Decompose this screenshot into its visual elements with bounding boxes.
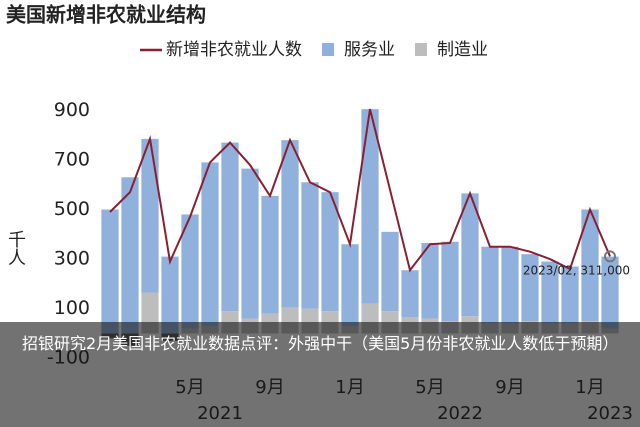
bar <box>101 209 119 334</box>
bar <box>221 142 239 312</box>
bar <box>241 168 259 319</box>
legend: 新增非农就业人数 服务业 制造业 <box>140 40 488 60</box>
line-series <box>109 108 611 273</box>
bar <box>481 246 499 324</box>
bar <box>341 244 359 326</box>
bar <box>441 241 459 322</box>
bar <box>181 214 199 329</box>
bar <box>281 140 299 308</box>
bar <box>581 209 599 322</box>
bar <box>601 256 619 329</box>
bar <box>321 192 339 312</box>
chart-title: 美国新增非农就业结构 <box>6 3 206 27</box>
legend-swatch <box>322 43 334 56</box>
caption-overlay <box>0 322 640 427</box>
legend-label: 服务业 <box>344 40 395 60</box>
bar <box>401 270 419 318</box>
legend-label: 新增非农就业人数 <box>166 40 302 60</box>
bar <box>161 256 179 334</box>
caption: 招银研究2月美国非农就业数据点评：外强中干（美国5月份非农就业人数低于预期） <box>22 334 619 353</box>
bar <box>381 231 399 312</box>
y-tick-label: 900 <box>54 99 90 121</box>
bar <box>461 193 479 317</box>
bar <box>521 254 539 322</box>
legend-label: 制造业 <box>437 40 488 60</box>
bar <box>501 246 519 324</box>
y-tick-label: 500 <box>54 198 90 220</box>
legend-swatch <box>415 43 427 56</box>
y-tick-label: 100 <box>54 297 90 319</box>
y-tick-label: 700 <box>54 148 90 170</box>
y-tick-label: 300 <box>54 248 90 270</box>
bar <box>121 177 139 334</box>
bar <box>201 162 219 326</box>
bar <box>361 109 379 304</box>
annotation-marker <box>604 250 616 263</box>
bar <box>561 266 579 324</box>
annotation: 2023/02, 311,000 <box>523 264 630 278</box>
y-axis-label: 千人 <box>5 230 26 266</box>
bar <box>141 138 159 293</box>
bar <box>261 195 279 314</box>
bar <box>301 182 319 309</box>
bar <box>541 261 559 324</box>
bar <box>421 242 439 319</box>
